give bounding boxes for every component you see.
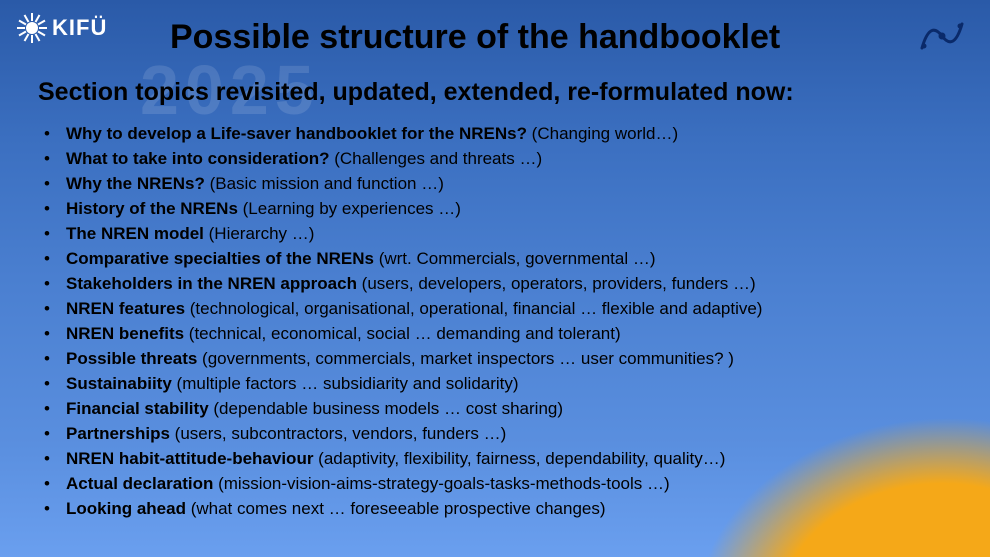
bullet-rest: (adaptivity, flexibility, fairness, depe…: [313, 449, 725, 468]
bullet-text: Financial stability (dependable business…: [66, 397, 970, 422]
bullet-item: •What to take into consideration? (Chall…: [44, 147, 970, 172]
bullet-text: NREN benefits (technical, economical, so…: [66, 322, 970, 347]
slide: 2025 KIFÜ Possible structure of the h: [0, 0, 990, 557]
bullet-text: The NREN model (Hierarchy …): [66, 222, 970, 247]
bullet-rest: (dependable business models … cost shari…: [209, 399, 563, 418]
bullet-rest: (what comes next … foreseeable prospecti…: [186, 499, 606, 518]
bullet-bold: Looking ahead: [66, 499, 186, 518]
bullet-text: History of the NRENs (Learning by experi…: [66, 197, 970, 222]
bullet-item: •Possible threats (governments, commerci…: [44, 347, 970, 372]
bullet-text: Sustainabiity (multiple factors … subsid…: [66, 372, 970, 397]
bullet-item: •Financial stability (dependable busines…: [44, 397, 970, 422]
bullet-dot: •: [44, 372, 66, 397]
bullet-bold: Why the NRENs?: [66, 174, 205, 193]
bullet-dot: •: [44, 497, 66, 522]
bullet-bold: Comparative specialties of the NRENs: [66, 249, 374, 268]
bullet-item: •Partnerships (users, subcontractors, ve…: [44, 422, 970, 447]
bullet-item: •NREN habit-attitude-behaviour (adaptivi…: [44, 447, 970, 472]
kifu-logo: KIFÜ: [18, 14, 107, 42]
bullet-bold: Why to develop a Life-saver handbooklet …: [66, 124, 527, 143]
bullet-list: •Why to develop a Life-saver handbooklet…: [44, 122, 970, 522]
bullet-rest: (technological, organisational, operatio…: [185, 299, 762, 318]
bullet-rest: (mission-vision-aims-strategy-goals-task…: [213, 474, 669, 493]
bullet-item: •NREN benefits (technical, economical, s…: [44, 322, 970, 347]
bullet-bold: Sustainabiity: [66, 374, 172, 393]
bullet-dot: •: [44, 397, 66, 422]
bullet-bold: What to take into consideration?: [66, 149, 330, 168]
bullet-rest: (technical, economical, social … demandi…: [184, 324, 621, 343]
bullet-dot: •: [44, 247, 66, 272]
bullet-rest: (Learning by experiences …): [238, 199, 461, 218]
bullet-text: Why the NRENs? (Basic mission and functi…: [66, 172, 970, 197]
bullet-bold: Actual declaration: [66, 474, 213, 493]
bullet-text: What to take into consideration? (Challe…: [66, 147, 970, 172]
bullet-bold: Partnerships: [66, 424, 170, 443]
bullet-text: Why to develop a Life-saver handbooklet …: [66, 122, 970, 147]
bullet-item: •Why to develop a Life-saver handbooklet…: [44, 122, 970, 147]
bullet-text: Comparative specialties of the NRENs (wr…: [66, 247, 970, 272]
bullet-dot: •: [44, 447, 66, 472]
niif-logo: [918, 16, 966, 61]
bullet-dot: •: [44, 172, 66, 197]
bullet-bold: NREN benefits: [66, 324, 184, 343]
bullet-dot: •: [44, 222, 66, 247]
bullet-bold: History of the NRENs: [66, 199, 238, 218]
bullet-text: Actual declaration (mission-vision-aims-…: [66, 472, 970, 497]
bullet-item: •Looking ahead (what comes next … forese…: [44, 497, 970, 522]
bullet-dot: •: [44, 472, 66, 497]
bullet-text: Looking ahead (what comes next … foresee…: [66, 497, 970, 522]
bullet-rest: (users, developers, operators, providers…: [357, 274, 756, 293]
bullet-rest: (users, subcontractors, vendors, funders…: [170, 424, 506, 443]
bullet-rest: (wrt. Commercials, governmental …): [374, 249, 656, 268]
sun-icon: [18, 14, 46, 42]
bullet-text: NREN features (technological, organisati…: [66, 297, 970, 322]
bullet-dot: •: [44, 197, 66, 222]
bullet-text: NREN habit-attitude-behaviour (adaptivit…: [66, 447, 970, 472]
bullet-rest: (Changing world…): [527, 124, 678, 143]
bullet-dot: •: [44, 147, 66, 172]
kifu-logo-text: KIFÜ: [52, 15, 107, 41]
bullet-dot: •: [44, 297, 66, 322]
bullet-bold: NREN features: [66, 299, 185, 318]
bullet-item: •Comparative specialties of the NRENs (w…: [44, 247, 970, 272]
bullet-item: •Stakeholders in the NREN approach (user…: [44, 272, 970, 297]
bullet-bold: Stakeholders in the NREN approach: [66, 274, 357, 293]
bullet-bold: Possible threats: [66, 349, 197, 368]
bullet-text: Stakeholders in the NREN approach (users…: [66, 272, 970, 297]
bullet-dot: •: [44, 272, 66, 297]
bullet-dot: •: [44, 322, 66, 347]
bullet-text: Possible threats (governments, commercia…: [66, 347, 970, 372]
bullet-item: •The NREN model (Hierarchy …): [44, 222, 970, 247]
bullet-dot: •: [44, 347, 66, 372]
bullet-item: •Actual declaration (mission-vision-aims…: [44, 472, 970, 497]
bullet-rest: (multiple factors … subsidiarity and sol…: [172, 374, 519, 393]
bullet-bold: The NREN model: [66, 224, 204, 243]
bullet-dot: •: [44, 422, 66, 447]
slide-subtitle: Section topics revisited, updated, exten…: [38, 78, 960, 107]
bullet-dot: •: [44, 122, 66, 147]
bullet-item: •History of the NRENs (Learning by exper…: [44, 197, 970, 222]
bullet-item: •NREN features (technological, organisat…: [44, 297, 970, 322]
bullet-bold: NREN habit-attitude-behaviour: [66, 449, 313, 468]
bullet-rest: (governments, commercials, market inspec…: [197, 349, 734, 368]
bullet-rest: (Hierarchy …): [204, 224, 315, 243]
slide-title: Possible structure of the handbooklet: [170, 18, 900, 57]
bullet-item: •Why the NRENs? (Basic mission and funct…: [44, 172, 970, 197]
bullet-rest: (Basic mission and function …): [205, 174, 444, 193]
bullet-text: Partnerships (users, subcontractors, ven…: [66, 422, 970, 447]
bullet-bold: Financial stability: [66, 399, 209, 418]
bullet-rest: (Challenges and threats …): [330, 149, 543, 168]
bullet-item: •Sustainabiity (multiple factors … subsi…: [44, 372, 970, 397]
